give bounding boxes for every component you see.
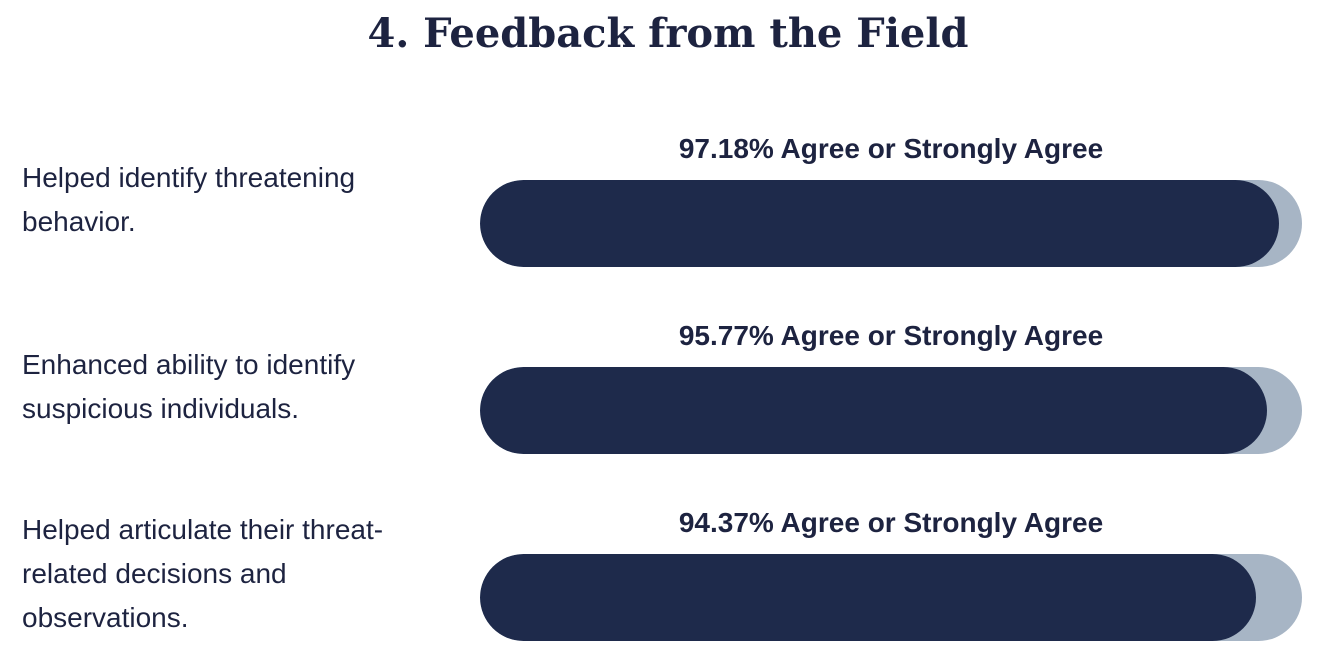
bar-track: [480, 180, 1302, 267]
chart-title: 4. Feedback from the Field: [367, 10, 969, 57]
bar-track: [480, 554, 1302, 641]
bar-fill: [480, 554, 1256, 641]
bar-fill: [480, 367, 1268, 454]
bar-fill: [480, 180, 1279, 267]
category-label: Helped identify threatening behavior.: [22, 162, 356, 237]
bar-row-threatening-behavior: Helped identify threatening behavior. 97…: [0, 132, 1336, 272]
bar-row-threat-related-decisions: Helped articulate their threat-related d…: [0, 506, 1336, 646]
category-label: Enhanced ability to identify suspicious …: [22, 349, 356, 424]
data-label: 94.37% Agree or Strongly Agree: [678, 507, 1104, 538]
category-label: Helped articulate their threat-related d…: [22, 514, 384, 633]
data-label: 95.77% Agree or Strongly Agree: [678, 320, 1104, 351]
bar-track: [480, 367, 1302, 454]
bar-row-suspicious-individuals: Enhanced ability to identify suspicious …: [0, 319, 1336, 459]
data-label: 97.18% Agree or Strongly Agree: [678, 133, 1104, 164]
